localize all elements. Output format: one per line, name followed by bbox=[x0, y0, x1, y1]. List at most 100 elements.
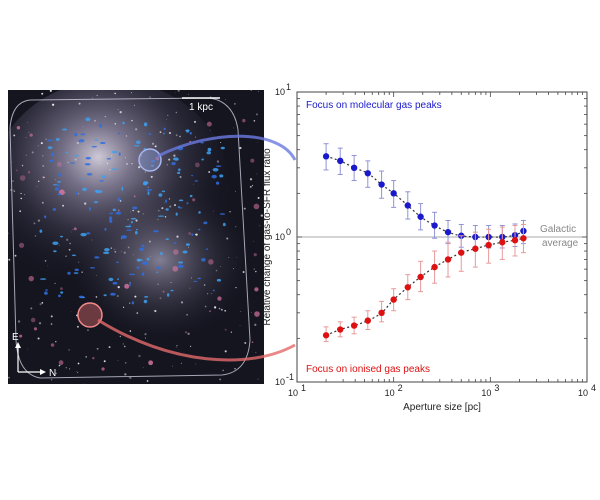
x-tick-exponent: 2 bbox=[398, 383, 403, 393]
molecular-cloud bbox=[150, 164, 154, 167]
star bbox=[50, 315, 53, 318]
star bbox=[111, 154, 113, 157]
star bbox=[169, 205, 172, 208]
star bbox=[8, 376, 10, 379]
star bbox=[135, 219, 138, 222]
molecular-cloud bbox=[52, 208, 57, 211]
hii-region bbox=[217, 296, 222, 301]
hii-region bbox=[162, 290, 165, 293]
star bbox=[215, 269, 218, 272]
molecular-data-point bbox=[378, 181, 385, 188]
star bbox=[65, 238, 69, 241]
molecular-cloud bbox=[99, 123, 103, 128]
star bbox=[31, 151, 34, 154]
star bbox=[109, 173, 111, 174]
molecular-cloud bbox=[74, 268, 79, 272]
molecular-cloud bbox=[126, 229, 133, 231]
molecular-cloud bbox=[109, 212, 114, 215]
star bbox=[114, 122, 117, 125]
molecular-cloud bbox=[112, 208, 117, 212]
star bbox=[175, 346, 177, 348]
hii-region bbox=[50, 343, 55, 347]
star bbox=[141, 155, 142, 157]
star bbox=[256, 173, 258, 175]
star bbox=[146, 380, 149, 382]
star bbox=[203, 284, 206, 286]
galaxy-image-panel: 1 kpc E N bbox=[8, 90, 264, 384]
star bbox=[121, 251, 122, 252]
star bbox=[258, 91, 260, 92]
star bbox=[78, 261, 80, 263]
molecular-cloud bbox=[88, 206, 91, 211]
star bbox=[75, 370, 77, 372]
molecular-cloud bbox=[58, 172, 61, 177]
ionised-data-point bbox=[431, 263, 438, 271]
star bbox=[30, 307, 33, 310]
star bbox=[228, 256, 230, 258]
molecular-cloud bbox=[120, 235, 127, 239]
molecular-cloud bbox=[117, 132, 121, 135]
star bbox=[76, 141, 79, 145]
star bbox=[41, 92, 44, 95]
molecular-cloud bbox=[215, 165, 222, 168]
molecular-cloud bbox=[220, 146, 225, 150]
star bbox=[84, 202, 87, 205]
molecular-cloud bbox=[93, 201, 98, 204]
star bbox=[243, 207, 246, 210]
star bbox=[47, 265, 49, 267]
star bbox=[195, 136, 197, 138]
y-tick-label: 10 bbox=[275, 87, 285, 97]
molecular-cloud bbox=[111, 150, 119, 154]
star bbox=[8, 258, 11, 261]
molecular-data-point bbox=[364, 170, 371, 177]
molecular-cloud bbox=[166, 293, 170, 297]
star bbox=[216, 160, 220, 163]
star bbox=[21, 164, 24, 167]
star bbox=[87, 329, 89, 331]
hii-region bbox=[101, 367, 105, 371]
hii-region bbox=[184, 331, 188, 334]
molecular-cloud bbox=[194, 180, 198, 182]
star bbox=[14, 254, 17, 257]
molecular-cloud bbox=[139, 247, 145, 251]
hii-region bbox=[56, 161, 62, 167]
star bbox=[23, 194, 25, 196]
star bbox=[74, 158, 77, 161]
star bbox=[37, 219, 41, 222]
star bbox=[8, 232, 9, 234]
star bbox=[147, 186, 149, 188]
x-tick-label: 10 bbox=[481, 388, 491, 398]
star bbox=[77, 362, 80, 365]
star bbox=[108, 346, 111, 349]
x-tick-exponent: 1 bbox=[301, 383, 306, 393]
star bbox=[99, 163, 101, 165]
molecular-cloud bbox=[147, 191, 150, 196]
star bbox=[119, 111, 122, 114]
galaxy-glow-lower bbox=[70, 180, 250, 340]
molecular-data-point bbox=[404, 202, 411, 209]
ionised-peak-highlight bbox=[77, 302, 103, 328]
star bbox=[151, 142, 155, 145]
hii-region bbox=[30, 317, 36, 323]
y-tick-exponent: -1 bbox=[286, 372, 294, 382]
star bbox=[233, 268, 234, 270]
molecular-cloud bbox=[206, 151, 212, 155]
molecular-peak-highlight bbox=[138, 148, 162, 172]
star bbox=[25, 154, 27, 156]
star bbox=[38, 180, 40, 183]
ionised-series-label: Focus on ionised gas peaks bbox=[306, 364, 430, 375]
star bbox=[121, 238, 122, 240]
hii-regions bbox=[15, 118, 260, 371]
star bbox=[78, 102, 81, 105]
star bbox=[122, 306, 125, 308]
star bbox=[230, 331, 232, 333]
survey-footprint bbox=[9, 97, 251, 379]
star bbox=[204, 305, 207, 308]
hii-region bbox=[155, 156, 160, 161]
star-field bbox=[8, 90, 263, 384]
molecular-cloud bbox=[71, 254, 77, 257]
star bbox=[13, 190, 16, 192]
star bbox=[54, 282, 56, 284]
star bbox=[123, 251, 126, 254]
compass-east-label: E bbox=[12, 332, 19, 343]
